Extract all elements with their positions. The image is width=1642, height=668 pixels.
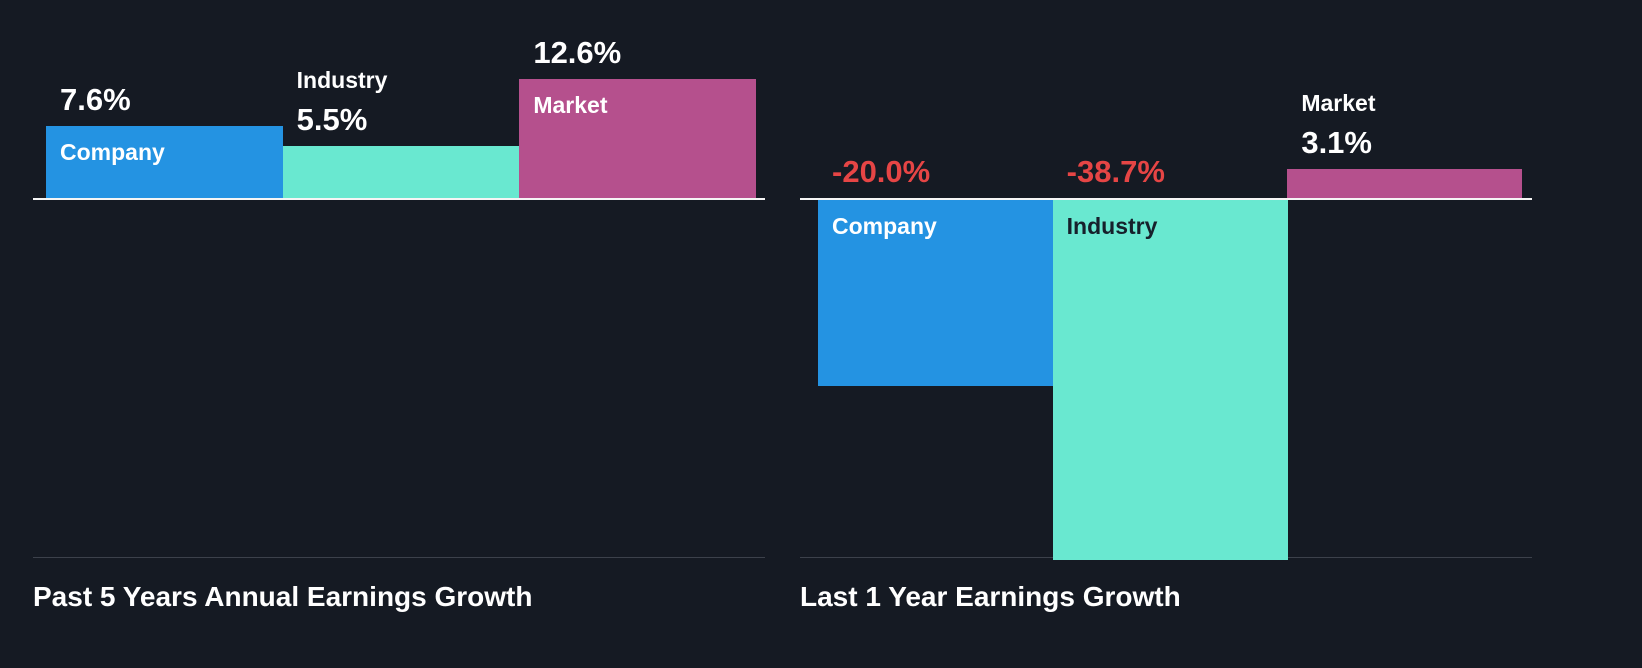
value-label-company: -20.0% xyxy=(832,154,931,189)
bars-area: 7.6% Company 5.5% Industry 12.6% Market xyxy=(33,0,765,668)
chart-last-1-year-earnings-growth: -20.0% Company -38.7% Industry 3.1% Market La… xyxy=(800,0,1532,668)
chart-title: Past 5 Years Annual Earnings Growth xyxy=(33,581,533,612)
value-label-industry: -38.7% xyxy=(1066,154,1165,189)
chart-past-5-years-earnings-growth: 7.6% Company 5.5% Industry 12.6% Market Past … xyxy=(33,0,765,668)
bar-market xyxy=(1287,169,1523,198)
bars-area: -20.0% Company -38.7% Industry 3.1% Market xyxy=(800,0,1532,668)
value-label-company: 7.6% xyxy=(60,82,131,117)
zero-axis-line xyxy=(800,198,1532,200)
value-label-industry: 5.5% xyxy=(296,102,368,137)
divider-line xyxy=(33,557,765,558)
bar-company xyxy=(818,200,1053,386)
category-label-market: Market xyxy=(533,92,608,118)
category-label-company: Company xyxy=(832,213,937,239)
value-label-market: 12.6% xyxy=(533,35,622,70)
category-label-market: Market xyxy=(1301,90,1376,116)
bar-company xyxy=(46,126,283,198)
bar-market xyxy=(519,79,757,198)
category-label-industry: Industry xyxy=(296,67,388,93)
chart-title: Last 1 Year Earnings Growth xyxy=(800,581,1181,612)
bar-industry xyxy=(282,146,520,198)
category-label-company: Company xyxy=(60,139,165,165)
value-label-market: 3.1% xyxy=(1301,125,1372,160)
category-label-industry: Industry xyxy=(1066,213,1158,239)
zero-axis-line xyxy=(33,198,765,200)
bar-industry xyxy=(1052,200,1288,560)
